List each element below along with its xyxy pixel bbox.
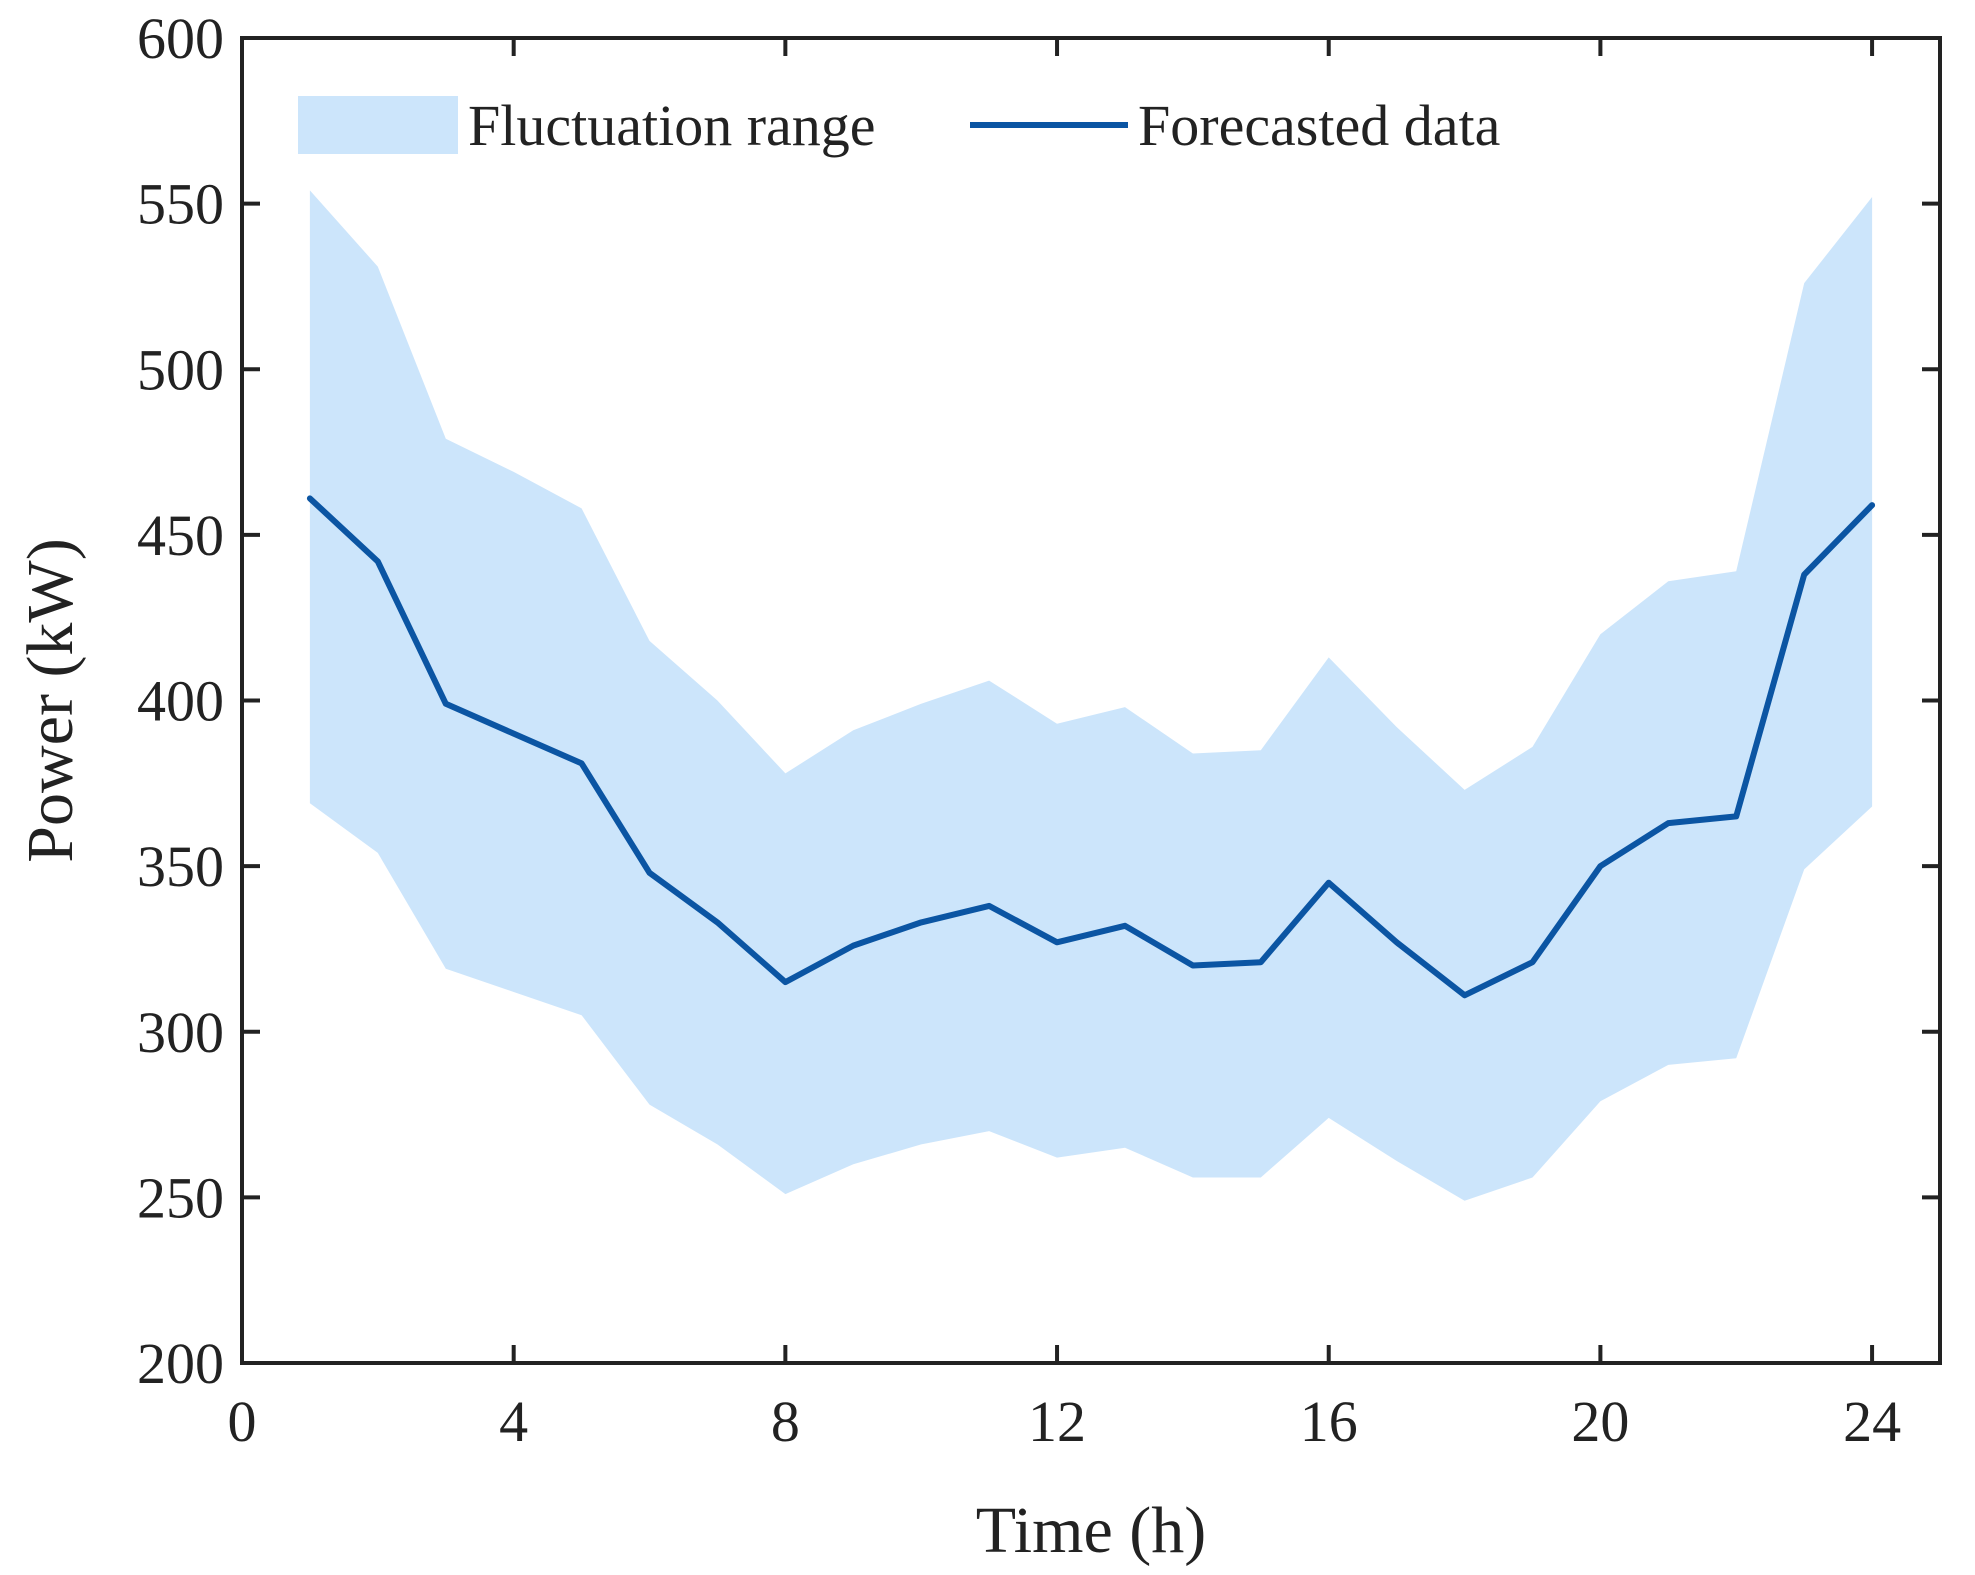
y-tick-label: 250 xyxy=(137,1165,224,1230)
plot-area xyxy=(306,190,1876,1201)
y-tick-label: 350 xyxy=(137,834,224,899)
x-tick-label: 12 xyxy=(1028,1389,1086,1454)
x-tick-label: 8 xyxy=(771,1389,800,1454)
legend: Fluctuation range Forecasted data xyxy=(298,93,1500,158)
y-tick-label: 500 xyxy=(137,337,224,402)
x-tick-label: 0 xyxy=(228,1389,257,1454)
forecasted-data-line xyxy=(306,495,1876,999)
y-tick-label: 450 xyxy=(137,503,224,568)
y-axis-label: Power (kW) xyxy=(14,538,87,862)
legend-swatch-fluctuation-range xyxy=(298,96,458,154)
y-tick-label: 550 xyxy=(137,172,224,237)
x-tick-label: 20 xyxy=(1571,1389,1629,1454)
y-tick-label: 600 xyxy=(137,6,224,71)
y-tick-label: 200 xyxy=(137,1331,224,1396)
legend-label-fluctuation-range: Fluctuation range xyxy=(468,93,876,158)
y-tick-label: 300 xyxy=(137,1000,224,1065)
x-axis-label: Time (h) xyxy=(976,1494,1206,1567)
x-tick-label: 16 xyxy=(1300,1389,1358,1454)
axes: 0 4 8 12 16 20 24 200 250 300 350 400 450 500 550 600 xyxy=(137,6,1942,1454)
y-tick-label: 400 xyxy=(137,669,224,734)
legend-label-forecasted-data: Forecasted data xyxy=(1138,93,1500,158)
x-tick-label: 4 xyxy=(499,1389,528,1454)
x-tick-label: 24 xyxy=(1843,1389,1901,1454)
fluctuation-range-band xyxy=(309,190,1873,1201)
